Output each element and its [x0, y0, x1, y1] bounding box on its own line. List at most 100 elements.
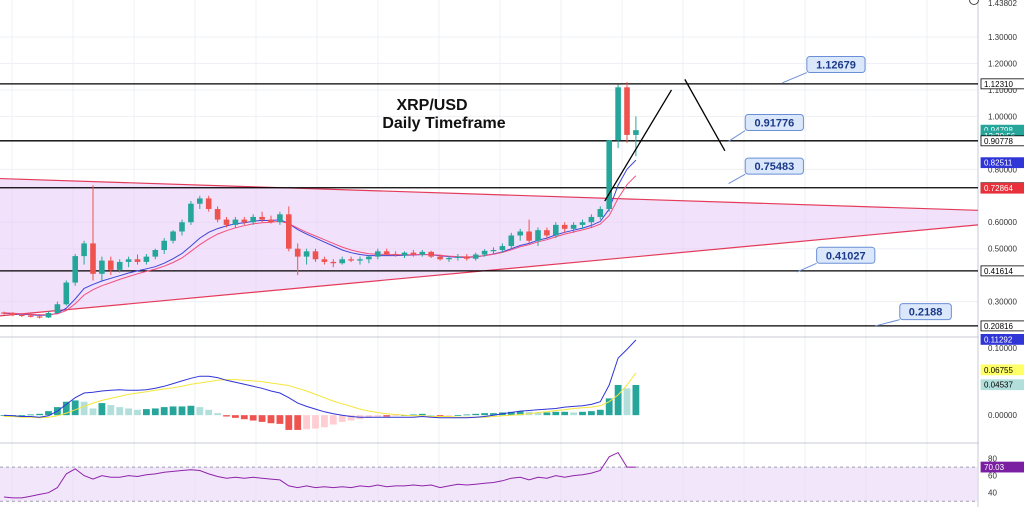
candle-body — [312, 251, 319, 260]
price-axis: 1.30000 1.20000 1.10000 1.00000 0.80000 0.600… — [969, 0, 1024, 507]
candle-body — [277, 214, 283, 223]
macd-histogram-bar — [125, 408, 132, 416]
candle-body — [401, 252, 408, 256]
macd-histogram-bar — [463, 414, 471, 416]
candle-body — [526, 231, 532, 241]
macd-histogram-bar — [472, 413, 480, 416]
macd-histogram-bar — [632, 384, 640, 416]
candlesticks — [1, 82, 639, 319]
candle-body — [63, 282, 70, 305]
horizontal-levels — [0, 83, 978, 327]
candle-body — [205, 198, 212, 210]
macd-histogram-bar — [338, 415, 346, 422]
axis-tick-label: 0.50000 — [988, 245, 1017, 254]
macd-histogram-bar — [36, 413, 43, 416]
candle-body — [152, 250, 159, 257]
macd-histogram-bar — [570, 412, 577, 416]
macd-histogram-bar — [71, 400, 79, 416]
candle-body — [116, 261, 123, 270]
trend-line — [604, 89, 673, 202]
macd-histogram-bar — [454, 415, 462, 416]
macd-histogram-bar — [490, 413, 497, 416]
macd-histogram-bar — [205, 409, 213, 416]
candle-body — [428, 251, 434, 257]
candle-body — [624, 87, 630, 135]
candle-body — [241, 219, 248, 223]
candle-body — [45, 312, 52, 318]
macd-histogram-bar — [516, 411, 524, 416]
candle-body — [179, 222, 185, 232]
candle-body — [570, 224, 577, 229]
candle-body — [490, 250, 497, 252]
price-badge — [980, 182, 1024, 194]
candle-body — [125, 259, 132, 262]
callout-pointer — [782, 72, 808, 84]
macd-histogram-bar — [507, 411, 515, 416]
price-badge — [980, 78, 1024, 90]
price-badge — [980, 461, 1024, 473]
candle-body — [19, 314, 25, 317]
candle-body — [27, 315, 34, 317]
candle-body — [54, 304, 61, 313]
price-badge-label: 70.03 — [984, 463, 1005, 472]
macd-histogram-bar — [223, 415, 230, 417]
price-badge-label: 0.72864 — [984, 184, 1013, 193]
macd-line — [3, 339, 637, 419]
callout-box — [806, 56, 866, 74]
macd-histogram-bar — [392, 415, 399, 416]
macd-histogram-bar — [196, 407, 204, 416]
axis-settings-icon — [969, 0, 979, 5]
macd-histogram-bar — [436, 415, 444, 417]
callout-box — [899, 303, 952, 321]
candle-body — [419, 251, 426, 255]
price-badge-label: 0.41614 — [984, 267, 1013, 276]
macd-histogram-bar — [383, 415, 391, 417]
candle-body — [170, 231, 176, 241]
macd-histogram-bar — [614, 384, 622, 416]
candle-body — [72, 256, 78, 283]
candle-body — [357, 259, 363, 261]
candle-body — [437, 256, 443, 260]
callout-box — [744, 113, 804, 131]
macd-histogram-bar — [240, 415, 248, 420]
candle-body — [553, 224, 559, 236]
trend-lines — [604, 79, 726, 202]
macd-histogram-bar — [62, 401, 70, 416]
candle-body — [517, 231, 523, 236]
candle-body — [561, 224, 568, 229]
macd-histogram-bar — [187, 405, 195, 416]
candle-body — [508, 235, 515, 247]
chart-title: XRP/USD — [396, 97, 467, 114]
candle-body — [633, 130, 639, 135]
axis-tick-label: 0.00000 — [988, 411, 1017, 420]
candle-body — [348, 259, 354, 261]
macd-histogram-bar — [374, 415, 382, 417]
candle-body — [375, 251, 381, 257]
callout-label: 0.2188 — [909, 307, 943, 319]
candle-body — [108, 260, 114, 270]
candle-body — [188, 203, 194, 223]
candle-body — [250, 216, 256, 223]
macd-histogram-bar — [143, 409, 150, 416]
candle-body — [383, 251, 390, 254]
macd-signal-line — [4, 372, 637, 419]
axis-tick-label: 40 — [988, 489, 997, 498]
price-badge-label: 0.11292 — [984, 335, 1013, 344]
callout-label: 0.75483 — [754, 161, 794, 173]
callout-pointer — [728, 173, 746, 185]
candle-body — [90, 243, 96, 274]
callout-label: 0.41027 — [826, 250, 866, 262]
macd-histogram-bar — [445, 415, 453, 416]
rsi-line — [3, 451, 636, 499]
macd-histogram-bar — [27, 414, 35, 416]
candle-body — [99, 260, 105, 274]
candle-body — [294, 248, 301, 257]
macd-histogram-bar — [365, 415, 373, 418]
axis-tick-label: 60 — [988, 472, 997, 481]
macd-histogram-bar — [214, 413, 221, 416]
macd-histogram-bar — [232, 415, 239, 418]
callout-box — [744, 157, 804, 175]
macd-histogram-bar — [427, 415, 435, 416]
